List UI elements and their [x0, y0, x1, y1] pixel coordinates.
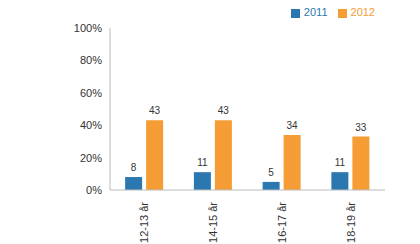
html-text:2011: 2011 — [303, 6, 328, 18]
svg-text:8: 8 — [131, 162, 137, 173]
svg-text:43: 43 — [149, 105, 161, 116]
svg-text:40%: 40% — [80, 119, 102, 131]
svg-text:12-13 år: 12-13 år — [138, 202, 150, 243]
svg-text:43: 43 — [218, 105, 230, 116]
svg-text:14-15 år: 14-15 år — [207, 202, 219, 243]
svg-text:16-17 år: 16-17 år — [276, 202, 288, 243]
svg-text:20%: 20% — [80, 152, 102, 164]
svg-text:11: 11 — [335, 157, 346, 168]
svg-text:60%: 60% — [80, 87, 102, 99]
svg-text:18-19 år: 18-19 år — [345, 202, 357, 243]
svg-text:34: 34 — [287, 120, 299, 131]
svg-text:5: 5 — [268, 167, 274, 178]
svg-text:33: 33 — [355, 122, 367, 133]
svg-text:80%: 80% — [80, 54, 102, 66]
html-text:2012: 2012 — [350, 6, 375, 18]
svg-text:11: 11 — [197, 157, 208, 168]
svg-text:0%: 0% — [86, 184, 102, 196]
svg-text:100%: 100% — [74, 22, 102, 34]
